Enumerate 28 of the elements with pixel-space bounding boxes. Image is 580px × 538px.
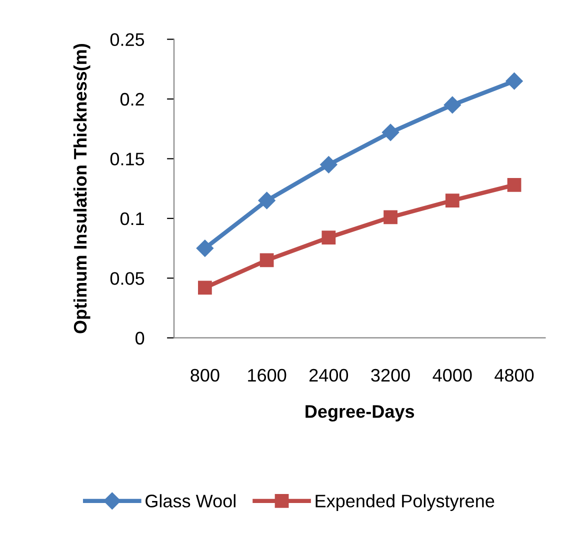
point xyxy=(384,210,398,224)
point xyxy=(506,72,523,90)
legend-label: Expended Polystyrene xyxy=(316,494,494,511)
point xyxy=(322,230,336,244)
point xyxy=(444,96,461,114)
point xyxy=(198,280,212,295)
point xyxy=(258,192,276,210)
point xyxy=(320,156,338,174)
point xyxy=(445,194,460,208)
y-tick-label: 0.2 xyxy=(120,92,144,106)
y-axis-title: Optimum Insulation Thickness(m) xyxy=(73,44,90,334)
x-tick-label: 1600 xyxy=(248,368,286,382)
y-tick-label: 0 xyxy=(136,332,144,345)
x-tick-label: 4000 xyxy=(432,368,472,382)
point xyxy=(382,124,400,141)
point xyxy=(507,178,522,192)
x-tick-label: 3200 xyxy=(371,368,410,382)
x-tick-label: 2400 xyxy=(309,368,348,382)
x-axis-title: Degree-Days xyxy=(306,405,414,422)
x-tick-label: 4800 xyxy=(494,368,534,382)
y-tick-label: 0.25 xyxy=(110,33,144,46)
y-tick-label: 0.15 xyxy=(110,152,144,166)
y-tick-label: 0.05 xyxy=(110,272,144,285)
point xyxy=(260,253,274,268)
y-tick-label: 0.1 xyxy=(120,212,144,226)
point xyxy=(196,240,214,257)
legend-label: Glass Wool xyxy=(146,494,236,508)
x-tick-label: 800 xyxy=(190,368,220,382)
